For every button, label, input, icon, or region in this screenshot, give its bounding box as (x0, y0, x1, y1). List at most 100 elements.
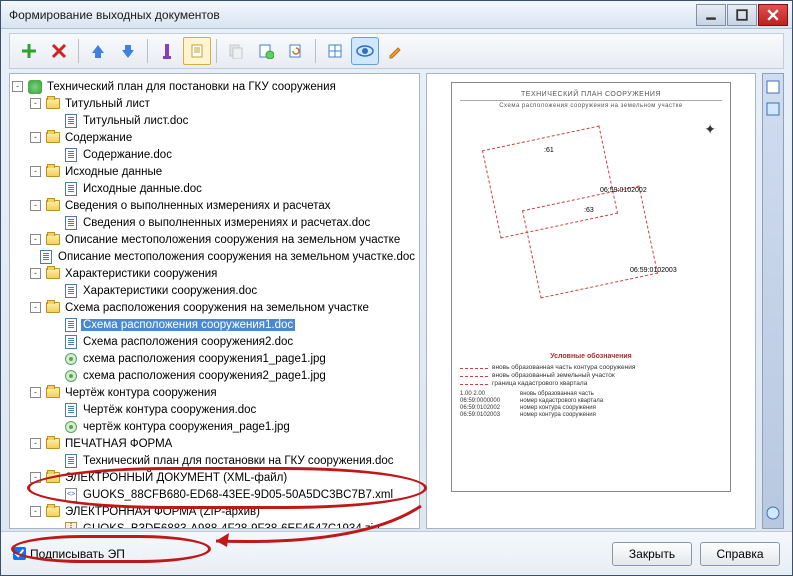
tree-node[interactable]: Содержание.doc (12, 146, 417, 163)
tree-label[interactable]: чертёж контура сооружения_page1.jpg (81, 421, 292, 433)
tree-label[interactable]: Содержание.doc (81, 149, 174, 161)
maximize-button[interactable] (727, 4, 757, 26)
minimize-button[interactable] (696, 4, 726, 26)
tree-label[interactable]: Описание местоположения сооружения на зе… (56, 251, 417, 263)
add-button[interactable] (15, 37, 43, 65)
tree-label[interactable]: GUOKS_B3DE6883-A988-4F28-9F38-6EF4547C19… (81, 523, 382, 530)
tree-node[interactable]: - Титульный лист (12, 95, 417, 112)
tree-label[interactable]: Исходные данные.doc (81, 183, 204, 195)
tree-label[interactable]: Титульный лист.doc (81, 115, 190, 127)
folder-icon (45, 198, 61, 214)
tree-toggle[interactable]: - (30, 132, 41, 143)
doc-icon (63, 283, 79, 299)
tree-label[interactable]: Схема расположения сооружения2.doc (81, 336, 295, 348)
tree-toggle[interactable]: - (30, 98, 41, 109)
tree-node[interactable]: - Содержание (12, 129, 417, 146)
tree-node[interactable]: - Схема расположения сооружения на земель… (12, 299, 417, 316)
tree-node[interactable]: схема расположения сооружения2_page1.jpg (12, 367, 417, 384)
tree-node[interactable]: - Сведения о выполненных измерениях и рас… (12, 197, 417, 214)
tree-node[interactable]: GUOKS_88CFB680-ED68-43EE-9D05-50A5DC3BC7… (12, 486, 417, 503)
tree-toggle[interactable]: - (30, 302, 41, 313)
sidebar-icon-3[interactable] (764, 504, 782, 522)
close-dialog-button[interactable]: Закрыть (612, 542, 692, 566)
tree-node[interactable]: GUOKS_B3DE6883-A988-4F28-9F38-6EF4547C19… (12, 520, 417, 529)
cursor-button[interactable] (153, 37, 181, 65)
tree-label[interactable]: схема расположения сооружения1_page1.jpg (81, 353, 328, 365)
up-button[interactable] (84, 37, 112, 65)
tree-toggle[interactable]: - (30, 166, 41, 177)
tree-label[interactable]: Схема расположения сооружения1.doc (81, 319, 295, 331)
tree-label[interactable]: GUOKS_88CFB680-ED68-43EE-9D05-50A5DC3BC7… (81, 489, 395, 501)
sign-checkbox[interactable]: Подписывать ЭП (13, 547, 125, 561)
document-tree[interactable]: -Технический план для постановки на ГКУ … (12, 78, 417, 529)
tree-label[interactable]: Сведения о выполненных измерениях и расч… (81, 217, 372, 229)
tree-node[interactable]: - ЭЛЕКТРОННАЯ ФОРМА (ZIP-архив) (12, 503, 417, 520)
tree-node[interactable]: Чертёж контура сооружения.doc (12, 401, 417, 418)
delete-button[interactable] (45, 37, 73, 65)
tree-label[interactable]: Характеристики сооружения.doc (81, 285, 259, 297)
tree-node[interactable]: - Исходные данные (12, 163, 417, 180)
sidebar-icon-1[interactable] (764, 78, 782, 96)
preview-panel[interactable]: ТЕХНИЧЕСКИЙ ПЛАН СООРУЖЕНИЯ Схема распол… (426, 73, 756, 529)
tree-node[interactable]: Сведения о выполненных измерениях и расч… (12, 214, 417, 231)
tree-label[interactable]: Чертёж контура сооружения.doc (81, 404, 258, 416)
tree-node[interactable]: - Чертёж контура сооружения (12, 384, 417, 401)
tree-panel[interactable]: -Технический план для постановки на ГКУ … (9, 73, 420, 529)
sign-checkbox-input[interactable] (13, 547, 26, 560)
tree-node[interactable]: - Характеристики сооружения (12, 265, 417, 282)
help-button[interactable]: Справка (700, 542, 780, 566)
tree-toggle[interactable]: - (30, 200, 41, 211)
down-button[interactable] (114, 37, 142, 65)
tree-label[interactable]: Титульный лист (63, 98, 152, 110)
eye-button[interactable] (351, 37, 379, 65)
tree-node[interactable]: Схема расположения сооружения2.doc (12, 333, 417, 350)
page-button[interactable] (183, 37, 211, 65)
tree-node[interactable]: Описание местоположения сооружения на зе… (12, 248, 417, 265)
tree-label[interactable]: Технический план для постановки на ГКУ с… (81, 455, 396, 467)
refresh-button[interactable] (282, 37, 310, 65)
edit-button[interactable] (252, 37, 280, 65)
tree-label[interactable]: Исходные данные (63, 166, 164, 178)
tree-label[interactable]: Чертёж контура сооружения (63, 387, 219, 399)
tree-label[interactable]: Технический план для постановки на ГКУ с… (45, 81, 338, 93)
tree-node[interactable]: - ЭЛЕКТРОННЫЙ ДОКУМЕНТ (XML-файл) (12, 469, 417, 486)
tree-label[interactable]: Характеристики сооружения (63, 268, 219, 280)
zip-icon (63, 521, 79, 530)
sidebar-icon-2[interactable] (764, 100, 782, 118)
tree-node[interactable]: Титульный лист.doc (12, 112, 417, 129)
tree-toggle[interactable]: - (30, 268, 41, 279)
pencil-button[interactable] (381, 37, 409, 65)
tree-toggle[interactable]: - (30, 438, 41, 449)
tree-label[interactable]: Схема расположения сооружения на земельн… (63, 302, 371, 314)
doc-icon (63, 113, 79, 129)
tree-label[interactable]: ПЕЧАТНАЯ ФОРМА (63, 438, 174, 450)
compass-icon: ✦ (704, 121, 716, 138)
tree-node[interactable]: - Технический план для постановки на ГКУ … (12, 78, 417, 95)
grid-button[interactable] (321, 37, 349, 65)
tree-node[interactable]: Схема расположения сооружения1.doc (12, 316, 417, 333)
coord-row: 1.00 2.00вновь образованная часть (460, 391, 722, 397)
tree-label[interactable]: Содержание (63, 132, 134, 144)
tree-label[interactable]: схема расположения сооружения2_page1.jpg (81, 370, 328, 382)
tree-label[interactable]: Сведения о выполненных измерениях и расч… (63, 200, 333, 212)
tree-toggle[interactable]: - (30, 387, 41, 398)
close-button[interactable] (758, 4, 788, 26)
tree-toggle[interactable]: - (30, 506, 41, 517)
tree-node[interactable]: Характеристики сооружения.doc (12, 282, 417, 299)
copy-button[interactable] (222, 37, 250, 65)
tree-node[interactable]: - Описание местоположения сооружения на з… (12, 231, 417, 248)
tree-toggle[interactable]: - (30, 234, 41, 245)
tree-node[interactable]: схема расположения сооружения1_page1.jpg (12, 350, 417, 367)
tree-node[interactable]: Технический план для постановки на ГКУ с… (12, 452, 417, 469)
preview-wrap: ТЕХНИЧЕСКИЙ ПЛАН СООРУЖЕНИЯ Схема распол… (426, 73, 756, 529)
content-area: -Технический план для постановки на ГКУ … (9, 73, 784, 529)
tree-label[interactable]: ЭЛЕКТРОННАЯ ФОРМА (ZIP-архив) (63, 506, 262, 518)
tree-toggle[interactable]: - (12, 81, 23, 92)
tree-toggle[interactable]: - (30, 472, 41, 483)
tree-label[interactable]: Описание местоположения сооружения на зе… (63, 234, 402, 246)
tree-node[interactable]: чертёж контура сооружения_page1.jpg (12, 418, 417, 435)
tree-node[interactable]: - ПЕЧАТНАЯ ФОРМА (12, 435, 417, 452)
tree-label[interactable]: ЭЛЕКТРОННЫЙ ДОКУМЕНТ (XML-файл) (63, 472, 289, 484)
folder-icon (45, 232, 61, 248)
tree-node[interactable]: Исходные данные.doc (12, 180, 417, 197)
